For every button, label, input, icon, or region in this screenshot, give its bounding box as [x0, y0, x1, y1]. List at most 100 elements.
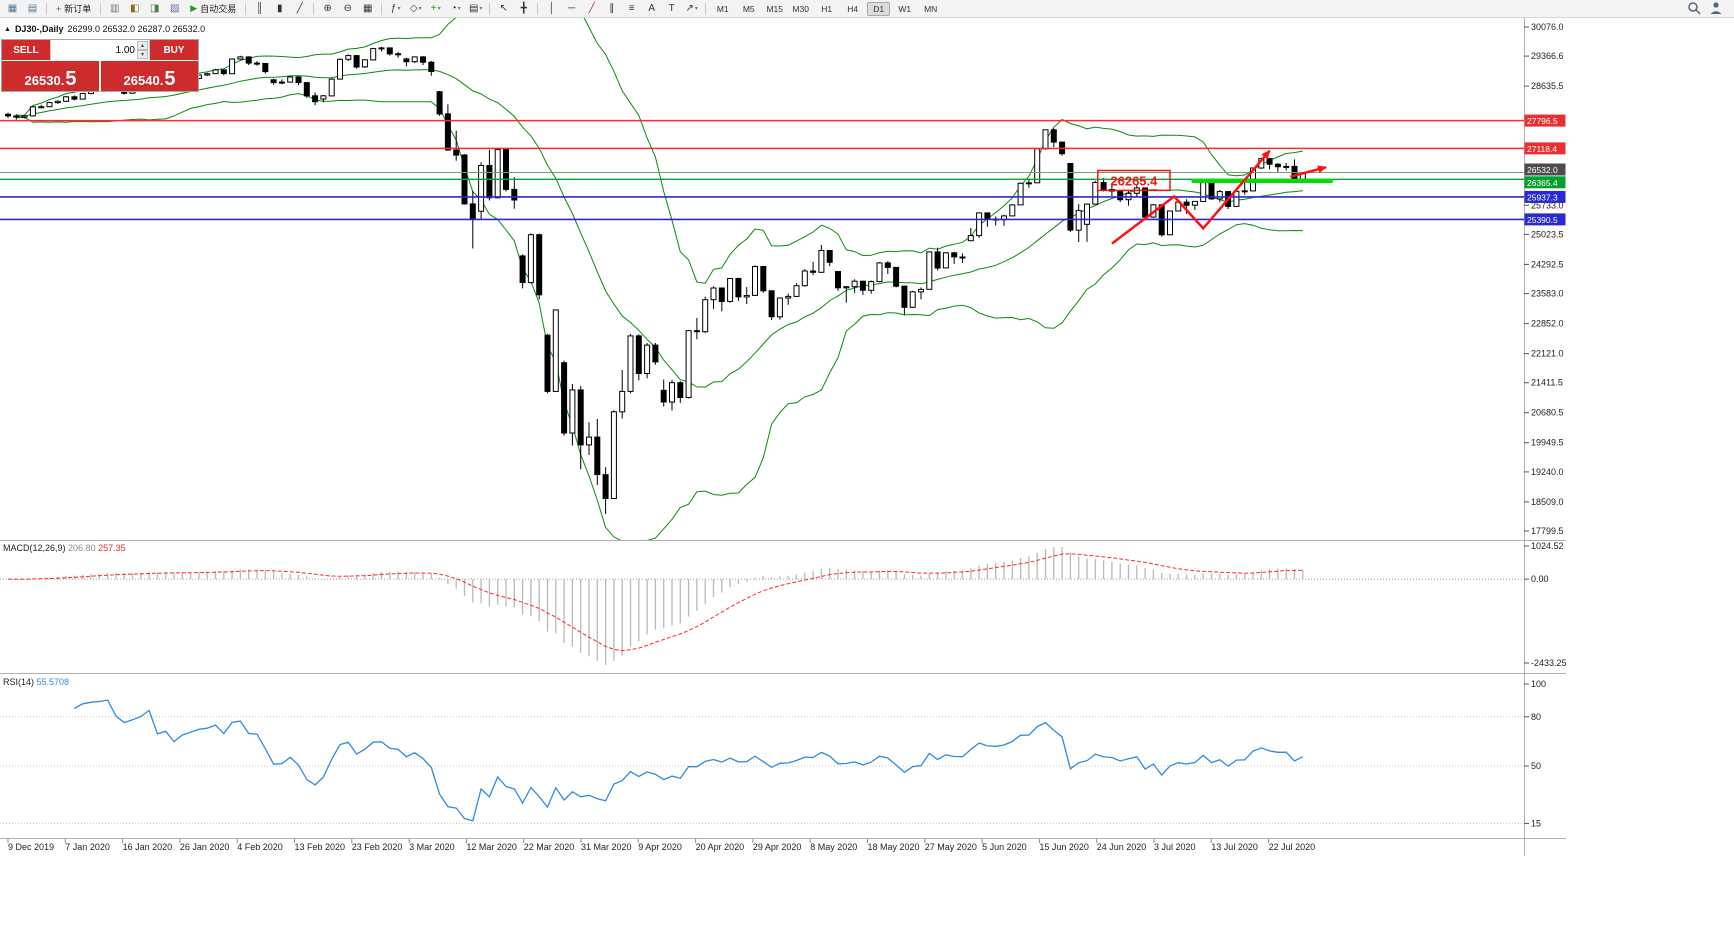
symbol-name: DJ30-,Daily [14, 24, 64, 34]
date-label: 13 Feb 2020 [294, 842, 346, 852]
volume-down-button[interactable]: ▾ [137, 50, 148, 59]
text-label-icon[interactable]: T [668, 3, 675, 14]
one-click-panel-toggle-icon[interactable]: ▲ [4, 25, 11, 33]
date-label: 13 Jul 2020 [1211, 842, 1258, 852]
one-click-trading-panel: SELL ▴ ▾ BUY 26530.5 26540.5 [1, 39, 199, 92]
line-chart-icon[interactable]: ╱ [296, 3, 303, 14]
date-label: 3 Jul 2020 [1154, 842, 1196, 852]
date-label: 27 May 2020 [924, 842, 977, 852]
macd-signal-value: 257.35 [98, 543, 126, 553]
svg-text:100: 100 [1531, 679, 1546, 689]
svg-text:20680.5: 20680.5 [1531, 408, 1564, 418]
templates-icon[interactable]: ▤ ▾ [468, 3, 483, 14]
date-label: 9 Dec 2019 [8, 842, 55, 852]
data-window-icon[interactable]: ◧ [130, 3, 140, 14]
periods-icon[interactable]: ◔ ▾ [450, 3, 461, 14]
svg-text:25733.0: 25733.0 [1531, 200, 1564, 210]
buy-price-pip: 5 [164, 68, 176, 90]
toolbar-separator [313, 2, 315, 15]
new-order-button[interactable]: + 新订单 [56, 3, 92, 15]
svg-text:30076.0: 30076.0 [1531, 22, 1564, 32]
svg-text:19240.0: 19240.0 [1531, 467, 1564, 477]
text-icon[interactable]: A [648, 3, 656, 14]
rsi-label: RSI(14) 55.5708 [3, 677, 69, 687]
horizontal-line-icon[interactable]: ─ [568, 3, 576, 14]
equidistant-channel-icon[interactable]: ∥ [609, 3, 615, 14]
price-levels-layer [0, 119, 1524, 221]
strategy-tester-icon[interactable]: ◨ [150, 3, 160, 14]
timeframe-m1[interactable]: M1 [716, 3, 729, 14]
fibonacci-icon[interactable]: ≡ [628, 3, 635, 14]
timeframe-m30[interactable]: M30 [792, 3, 809, 14]
timeframe-w1[interactable]: W1 [898, 3, 912, 14]
timeframe-h1[interactable]: H1 [821, 3, 833, 14]
svg-text:19949.5: 19949.5 [1531, 438, 1564, 448]
date-label: 8 May 2020 [810, 842, 858, 852]
timeframe-d1[interactable]: D1 [867, 1, 891, 16]
date-label: 5 Jun 2020 [982, 842, 1027, 852]
buy-price-button[interactable]: 26540. 5 [101, 61, 198, 91]
toolbar: ▦ ▤ + 新订单 ▥ ◧ ◨ ▨ ▶ 自动交易 ║ ▮ ╱ ⊕ ⊖ ▦ ƒ ▾ ◇ ▾ + ▾ ◔ ▾ ▤ ▾ ↖ ╋ │ ─ ╱ ∥ ≡ A T… [0, 0, 1734, 18]
vertical-line-icon[interactable]: │ [548, 3, 555, 14]
axes-layer: 30076.0 29366.6 28635.5 25733.0 25023.5 24292… [0, 18, 1567, 856]
toolbar-separator [489, 2, 491, 15]
cursor-icon[interactable]: ↖ [499, 3, 508, 14]
crosshair-icon[interactable]: ╋ [520, 3, 527, 14]
macd-name: MACD(12,26,9) [3, 543, 66, 553]
sell-button[interactable]: SELL [2, 40, 50, 60]
buy-price-main: 26540. [123, 73, 164, 88]
algo-trading-button[interactable]: ▶ 自动交易 [190, 3, 237, 14]
svg-text:-2433.25: -2433.25 [1531, 658, 1567, 668]
chart-profiles-icon[interactable]: ▤ [27, 3, 38, 14]
sell-price-pip: 5 [65, 68, 77, 90]
toolbar-separator [245, 2, 247, 15]
toolbox-icon[interactable]: ▨ [170, 3, 180, 14]
date-label: 3 Mar 2020 [409, 842, 455, 852]
objects-list-icon[interactable]: ◇ ▾ [409, 3, 422, 14]
volume-up-button[interactable]: ▴ [137, 41, 148, 50]
bar-chart-icon[interactable]: ║ [256, 3, 264, 14]
new-chart-icon[interactable]: ▦ [7, 3, 18, 14]
timeframe-h4[interactable]: H4 [847, 3, 859, 14]
svg-text:22852.0: 22852.0 [1531, 319, 1564, 329]
rsi-value: 55.5708 [36, 677, 70, 687]
date-label: 31 Mar 2020 [581, 842, 632, 852]
sell-price-button[interactable]: 26530. 5 [2, 61, 99, 91]
timeframe-mn[interactable]: MN [924, 3, 938, 14]
date-label: 20 Apr 2020 [695, 842, 745, 852]
chart-title: ▲ DJ30-,Daily 26299.0 26532.0 26287.0 26… [4, 24, 205, 34]
svg-text:25023.5: 25023.5 [1531, 229, 1564, 239]
svg-text:50: 50 [1531, 761, 1541, 771]
candlestick-chart-icon[interactable]: ▮ [276, 3, 283, 14]
indicators-icon[interactable]: ƒ ▾ [390, 3, 401, 14]
volume-input[interactable] [79, 41, 137, 59]
date-label: 12 Mar 2020 [466, 842, 517, 852]
toolbar-right-group [1687, 1, 1723, 17]
date-label: 22 Mar 2020 [523, 842, 575, 852]
svg-text:25390.5: 25390.5 [1527, 215, 1558, 225]
date-label: 29 Apr 2020 [752, 842, 802, 852]
market-depth-icon[interactable]: ▥ [110, 3, 120, 14]
svg-text:21411.5: 21411.5 [1531, 378, 1563, 388]
timeframe-m5[interactable]: M5 [742, 3, 755, 14]
date-label: 16 Jan 2020 [122, 842, 173, 852]
search-icon[interactable] [1687, 1, 1701, 17]
buy-button[interactable]: BUY [150, 40, 198, 60]
add-indicator-icon[interactable]: + ▾ [430, 3, 441, 14]
tile-windows-icon[interactable]: ▦ [362, 3, 373, 14]
timeframe-m15[interactable]: M15 [766, 3, 783, 14]
svg-text:23583.0: 23583.0 [1531, 289, 1564, 299]
arrows-icon[interactable]: ↗ ▾ [685, 3, 698, 14]
date-label: 23 Feb 2020 [351, 842, 403, 852]
chart-canvas[interactable]: 26265.4 30076.0 29366.6 28635.5 25733.0 2502… [0, 0, 1734, 860]
volume-spinner: ▴ ▾ [137, 41, 148, 59]
date-label: 4 Feb 2020 [237, 842, 283, 852]
community-chat-icon[interactable] [1709, 1, 1723, 17]
zoom-out-icon[interactable]: ⊖ [343, 3, 352, 14]
zoom-in-icon[interactable]: ⊕ [323, 3, 332, 14]
svg-text:29366.6: 29366.6 [1531, 51, 1564, 61]
svg-text:26365.4: 26365.4 [1527, 178, 1558, 188]
svg-text:27118.4: 27118.4 [1527, 144, 1557, 154]
trendline-icon[interactable]: ╱ [588, 3, 595, 14]
svg-text:17799.5: 17799.5 [1531, 526, 1564, 536]
